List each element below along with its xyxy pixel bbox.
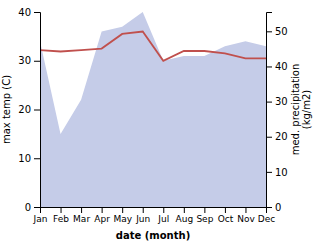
tick-label: Mar	[73, 214, 90, 224]
tick-mark	[34, 61, 40, 62]
tick-mark	[61, 207, 62, 213]
y-axis-title: max temp (C)	[1, 75, 12, 144]
tick-mark	[34, 207, 40, 208]
axis-line	[34, 13, 41, 208]
tick: Apr	[94, 207, 110, 224]
tick-label: 0	[25, 202, 31, 213]
tick-label: 20	[18, 104, 31, 115]
tick-label: 10	[18, 153, 31, 164]
tick-label: 10	[275, 167, 288, 178]
tick: Oct	[218, 207, 234, 224]
tick-mark	[266, 66, 272, 67]
tick-mark	[266, 172, 272, 173]
tick-label: 40	[275, 61, 288, 72]
tick-label: Aug	[176, 214, 194, 224]
tick-mark	[122, 207, 123, 213]
tick: 0	[25, 202, 40, 213]
tick: Jan	[33, 207, 48, 224]
tick-mark	[266, 31, 272, 32]
tick-label: Oct	[218, 214, 234, 224]
tick: 40	[266, 61, 288, 72]
tick: 30	[266, 96, 288, 107]
tick-label: Apr	[94, 214, 110, 224]
tick-label: May	[113, 214, 132, 224]
tick-mark	[266, 207, 272, 208]
axis-line	[41, 208, 267, 214]
tick: Aug	[176, 207, 194, 224]
tick-mark	[163, 207, 164, 213]
tick: Sep	[196, 207, 213, 224]
tick: 20	[18, 104, 40, 115]
tick-mark	[266, 137, 272, 138]
marks	[40, 12, 266, 207]
tick: Mar	[73, 207, 90, 224]
tick-mark	[81, 207, 82, 213]
y2-axis-title: med. precipitation(kg/m2)	[290, 64, 312, 156]
axis-line	[267, 13, 273, 208]
tick-label: 0	[275, 202, 281, 213]
x-axis: Jan Feb Mar AprMayJun Jul AugSep OctNovDec	[33, 207, 276, 224]
tick-label: 40	[18, 7, 31, 18]
tick-mark	[34, 12, 40, 13]
tick: Jun	[135, 207, 150, 224]
tick-mark	[225, 207, 226, 213]
tick-mark	[184, 207, 185, 213]
chart: JanFebMarAprMayJunJulAugSepOctNovDec0102…	[0, 0, 318, 247]
tick-mark	[266, 102, 272, 103]
tick-mark	[34, 158, 40, 159]
tick-label: Jan	[33, 214, 48, 224]
tick-label: Jun	[135, 214, 150, 224]
tick: 50	[266, 26, 288, 37]
tick-mark	[245, 207, 246, 213]
x-axis-title: date (month)	[116, 230, 190, 241]
tick-label: Jul	[157, 214, 169, 224]
tick: 20	[266, 131, 288, 142]
tick: Feb	[53, 207, 69, 224]
area	[40, 12, 266, 207]
tick-label: 50	[275, 26, 288, 37]
tick-label: Nov	[237, 214, 255, 224]
tick: 0	[266, 202, 281, 213]
tick-label: Feb	[53, 214, 69, 224]
tick-mark	[143, 207, 144, 213]
tick-label: Dec	[258, 214, 275, 224]
line	[40, 32, 266, 61]
tick-label: 30	[18, 55, 31, 66]
title-line: (kg/m2)	[301, 90, 312, 130]
tick: Nov	[237, 207, 255, 224]
tick-mark	[204, 207, 205, 213]
tick: Jul	[157, 207, 169, 224]
tick: Dec	[258, 207, 275, 224]
tick-label: Sep	[196, 214, 213, 224]
tick-label: 30	[275, 96, 288, 107]
tick: 40	[18, 7, 40, 18]
y2-axis: 0 10 20 30 40 50	[266, 13, 288, 213]
tick: 10	[266, 167, 288, 178]
tick: May	[113, 207, 132, 224]
tick-mark	[102, 207, 103, 213]
tick-mark	[34, 110, 40, 111]
tick: 30	[18, 55, 40, 66]
tick-label: 20	[275, 131, 288, 142]
tick: 10	[18, 153, 40, 164]
title-line: med. precipitation	[290, 64, 301, 156]
y-axis: 0 10 20 30 40	[18, 7, 40, 213]
plot: JanFebMarAprMayJunJulAugSepOctNovDec0102…	[1, 7, 312, 241]
